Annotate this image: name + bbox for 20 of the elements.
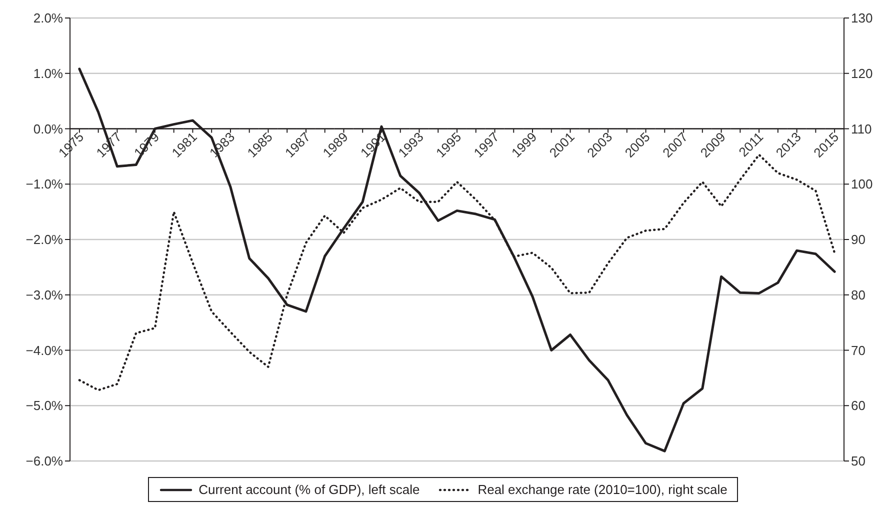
legend-label: Real exchange rate (2010=100), right scale: [478, 482, 728, 497]
y2-tick-label: 120: [851, 66, 873, 81]
y2-tick-label: 90: [851, 232, 866, 248]
y-tick-label: 2.0%: [33, 10, 64, 26]
y-tick-label: −4.0%: [26, 342, 64, 358]
y-tick-label: 0.0%: [33, 121, 64, 136]
y-tick-label: 1.0%: [33, 66, 64, 81]
legend-label: Current account (% of GDP), left scale: [198, 482, 420, 497]
y-tick-label: −6.0%: [26, 454, 64, 469]
y2-tick-label: 110: [851, 121, 872, 136]
y-tick-label: −1.0%: [26, 176, 64, 192]
y2-tick-label: 60: [851, 398, 866, 414]
y2-tick-label: 70: [851, 342, 866, 358]
y-tick-label: −3.0%: [26, 287, 64, 302]
y-tick-label: −5.0%: [26, 398, 64, 414]
y-tick-label: −2.0%: [26, 232, 64, 248]
y2-tick-label: 80: [851, 287, 866, 302]
y2-tick-label: 130: [851, 10, 873, 26]
y2-tick-label: 50: [851, 454, 866, 469]
y2-tick-label: 100: [851, 176, 873, 192]
